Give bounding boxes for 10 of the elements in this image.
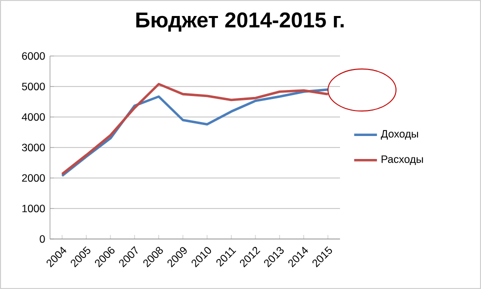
y-tick-label: 1000 (22, 204, 45, 212)
legend-label: Расходы (382, 156, 423, 165)
legend-label: Доходы (380, 130, 418, 140)
y-tick-label: 2000 (22, 174, 45, 182)
y-tick-label: 0 (40, 235, 45, 243)
y-tick-label: 5000 (22, 82, 45, 90)
y-tick-label: 4000 (22, 113, 45, 121)
y-tick-label: 3000 (22, 144, 45, 152)
chart-title: Бюджет 2014-2015 г. (136, 12, 344, 32)
y-tick-label: 6000 (22, 52, 45, 60)
